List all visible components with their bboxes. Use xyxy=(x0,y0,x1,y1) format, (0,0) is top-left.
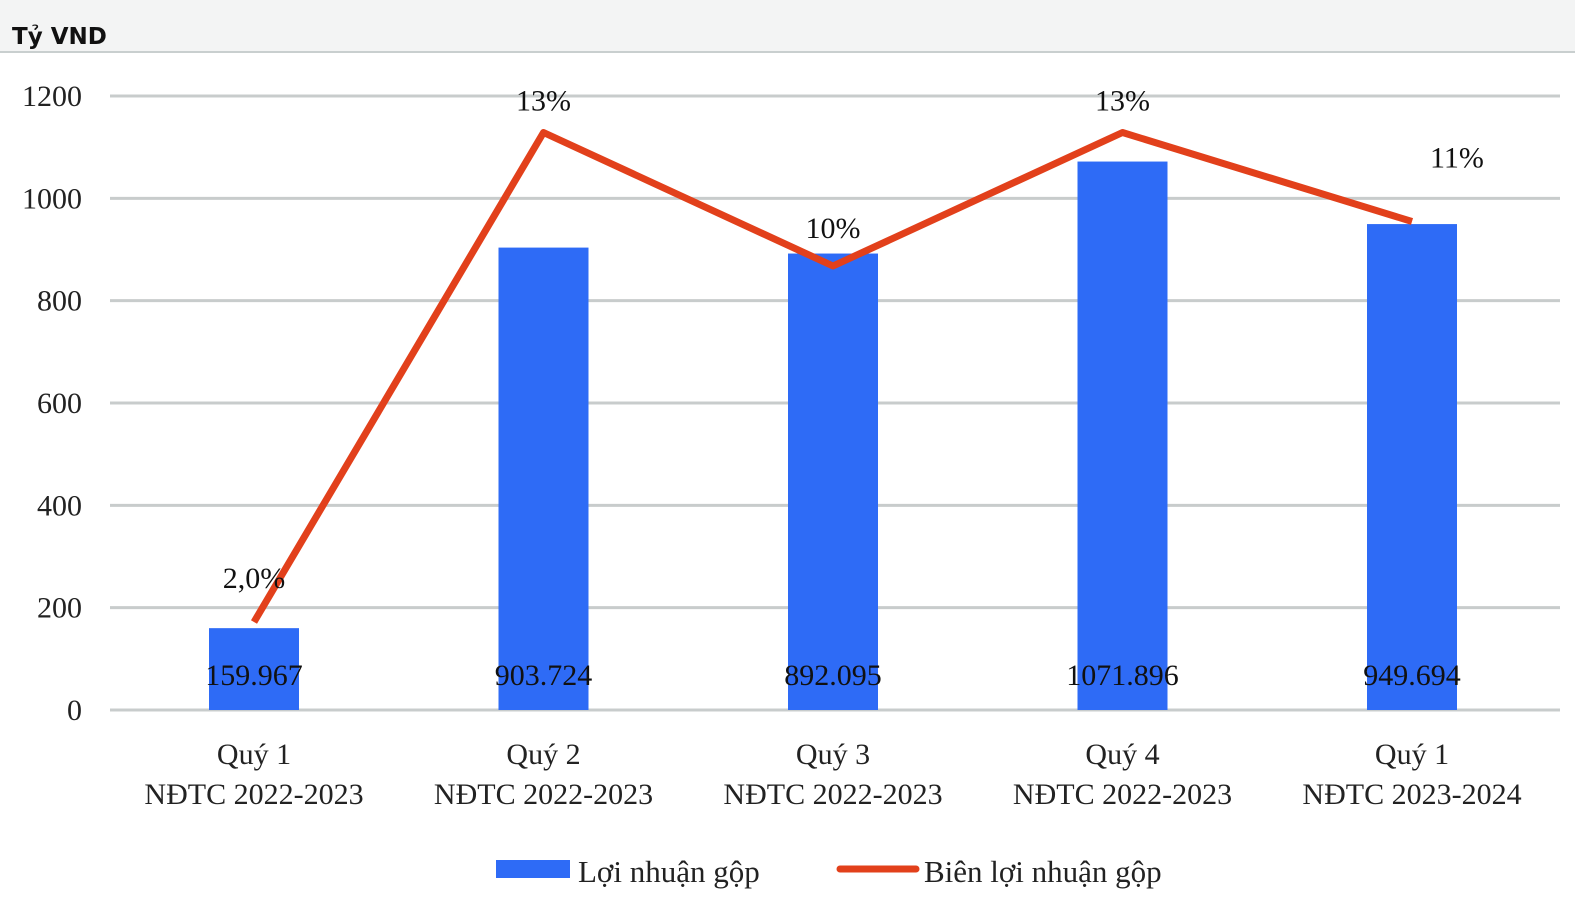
line-data-label: 11% xyxy=(1430,142,1484,175)
legend-label-line: Biên lợi nhuận gộp xyxy=(924,854,1162,889)
line-data-label: 13% xyxy=(516,85,571,118)
bar xyxy=(1077,161,1168,711)
bar-data-label: 949.694 xyxy=(1363,659,1461,692)
x-category-label: Quý 1 xyxy=(217,738,291,771)
x-category-sublabel: NĐTC 2022-2023 xyxy=(1013,778,1232,811)
bar-data-label: 159.967 xyxy=(205,659,303,692)
x-category-sublabel: NĐTC 2022-2023 xyxy=(434,778,653,811)
y-tick-label: 600 xyxy=(37,387,82,420)
x-category-label: Quý 1 xyxy=(1375,738,1449,771)
y-tick-label: 0 xyxy=(67,694,82,727)
bar xyxy=(498,247,589,711)
bar-data-label: 903.724 xyxy=(495,659,593,692)
y-axis-unit-label: Tỷ VND xyxy=(12,24,107,50)
bar-data-label: 1071.896 xyxy=(1066,659,1179,692)
y-tick-label: 1200 xyxy=(22,80,82,113)
line-data-label: 10% xyxy=(806,212,861,245)
x-category-label: Quý 3 xyxy=(796,738,870,771)
bar xyxy=(1367,224,1457,710)
margin-line xyxy=(250,129,1414,624)
x-category-sublabel: NĐTC 2023-2024 xyxy=(1302,778,1521,811)
header-band xyxy=(0,0,1575,53)
line-data-label: 2,0% xyxy=(223,562,286,595)
bar xyxy=(209,628,299,710)
bar xyxy=(788,253,878,710)
x-category-sublabel: NĐTC 2022-2023 xyxy=(144,778,363,811)
x-category-label: Quý 4 xyxy=(1085,738,1159,771)
y-tick-label: 800 xyxy=(37,285,82,318)
x-category-label: Quý 2 xyxy=(506,738,580,771)
x-category-sublabel: NĐTC 2022-2023 xyxy=(723,778,942,811)
legend-label-bar: Lợi nhuận gộp xyxy=(578,854,760,889)
line-data-label: 13% xyxy=(1095,85,1150,118)
y-tick-label: 1000 xyxy=(22,182,82,215)
bar-data-label: 892.095 xyxy=(784,659,882,692)
y-tick-label: 200 xyxy=(37,592,82,625)
legend-swatch-bar xyxy=(496,860,570,878)
y-tick-label: 400 xyxy=(37,489,82,522)
